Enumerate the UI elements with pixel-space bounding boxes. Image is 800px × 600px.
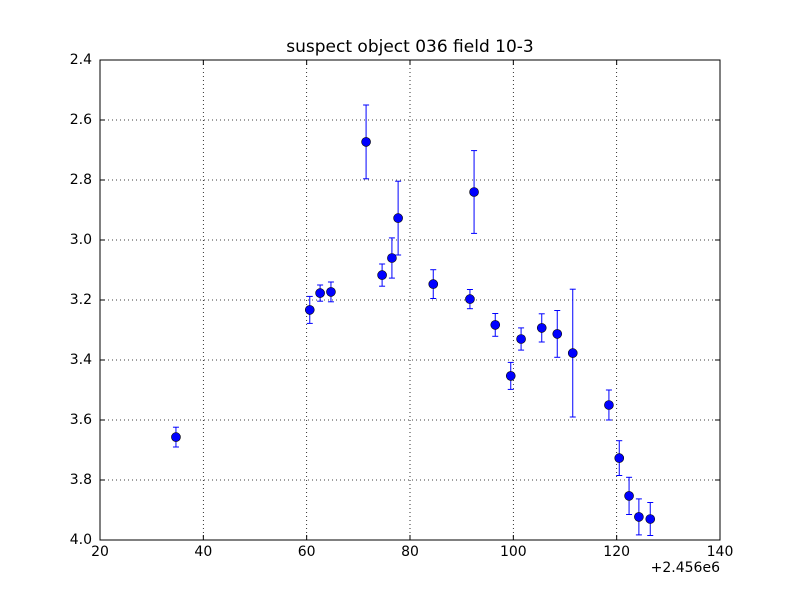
y-tick-label: 2.8 [70, 172, 92, 188]
y-tick-label: 2.6 [70, 112, 92, 128]
x-tick-label: 40 [194, 544, 212, 560]
data-point [634, 512, 644, 522]
y-tick-label: 3.0 [70, 232, 92, 248]
y-tick-label: 3.2 [70, 292, 92, 308]
data-point [490, 320, 501, 330]
data-point [552, 329, 563, 339]
x-offset-label: +2.456e6 [651, 560, 720, 576]
data-point [315, 288, 325, 298]
data-point [614, 453, 625, 463]
y-tick-label: 2.4 [70, 52, 92, 68]
data-point [428, 279, 439, 289]
data-point [624, 491, 634, 501]
x-tick-label: 20 [91, 544, 109, 560]
data-point [516, 334, 526, 344]
data-point [536, 323, 547, 333]
x-tick-label: 60 [298, 544, 316, 560]
data-point [326, 287, 336, 297]
y-tick-label: 4.0 [70, 532, 92, 548]
plot-frame [99, 59, 721, 541]
data-point [465, 294, 475, 304]
data-point [604, 400, 614, 410]
data-point [567, 348, 578, 358]
chart-title: suspect object 036 field 10-3 [286, 37, 533, 57]
data-point [393, 213, 403, 223]
x-tick-label: 80 [401, 544, 419, 560]
x-tick-label: 100 [500, 544, 527, 560]
x-tick-label: 140 [707, 544, 734, 560]
data-point [387, 253, 397, 263]
y-tick-label: 3.6 [70, 412, 92, 428]
data-point [171, 432, 181, 442]
data-point [645, 514, 656, 524]
data-point [469, 187, 479, 197]
data-point [505, 371, 516, 381]
data-point [304, 305, 315, 315]
data-point [361, 137, 371, 147]
x-tick-label: 120 [603, 544, 630, 560]
data-point [377, 270, 387, 280]
y-tick-label: 3.8 [70, 472, 92, 488]
y-tick-label: 3.4 [70, 352, 92, 368]
